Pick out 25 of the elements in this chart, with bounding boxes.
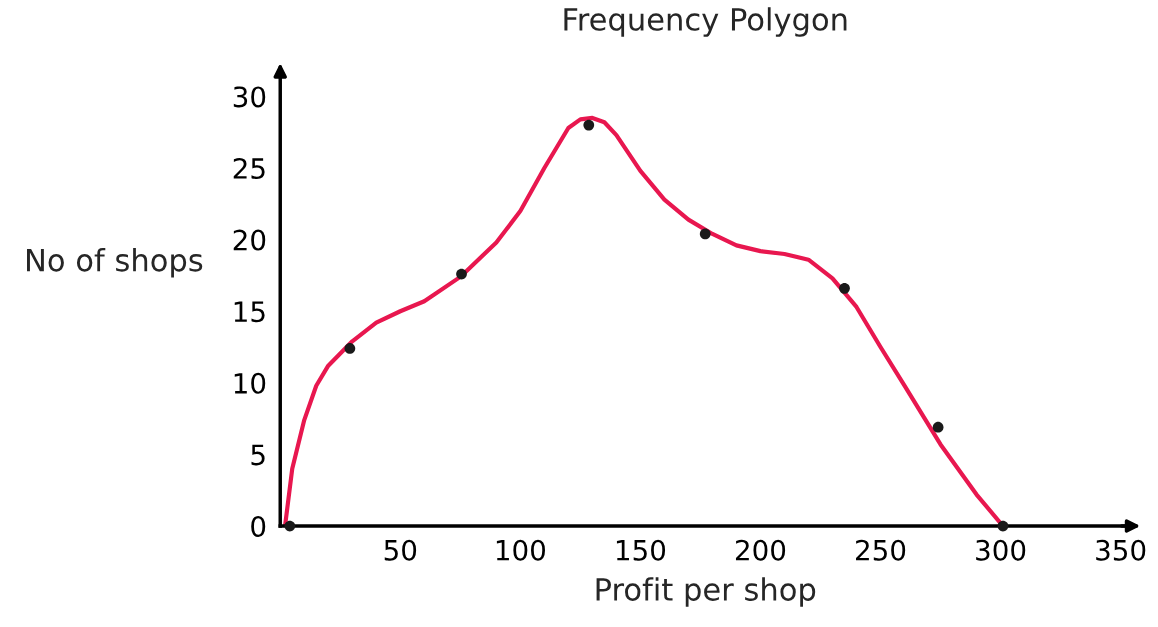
x-tick-label: 150: [616, 539, 666, 561]
y-tick-label: 20: [233, 229, 266, 251]
y-tick-label: 15: [234, 301, 265, 323]
point: [284, 520, 296, 532]
x-axis-title: Profit per shop: [596, 577, 816, 607]
y-tick-label: 25: [233, 157, 265, 179]
point: [456, 268, 467, 280]
x-tick-label: 300: [976, 539, 1026, 561]
x-tick-label: 100: [496, 539, 546, 561]
y-axis-title: No of shops: [27, 247, 203, 278]
x-tick-label: 250: [856, 539, 906, 561]
chart-title: Frequency Polygon: [564, 7, 847, 37]
x-tick-label: 200: [735, 539, 786, 561]
y-tick-label: 0: [251, 515, 266, 537]
point: [583, 119, 595, 131]
point: [997, 520, 1009, 532]
point: [839, 282, 850, 294]
x-tick-label: 50: [384, 539, 417, 561]
point: [699, 228, 711, 240]
y-tick-label: 5: [251, 444, 265, 466]
y-tick-label: 10: [234, 372, 266, 394]
point: [932, 421, 944, 433]
x-tick-label: 350: [1096, 539, 1146, 561]
y-tick-label: 30: [233, 86, 266, 108]
point: [344, 343, 356, 354]
